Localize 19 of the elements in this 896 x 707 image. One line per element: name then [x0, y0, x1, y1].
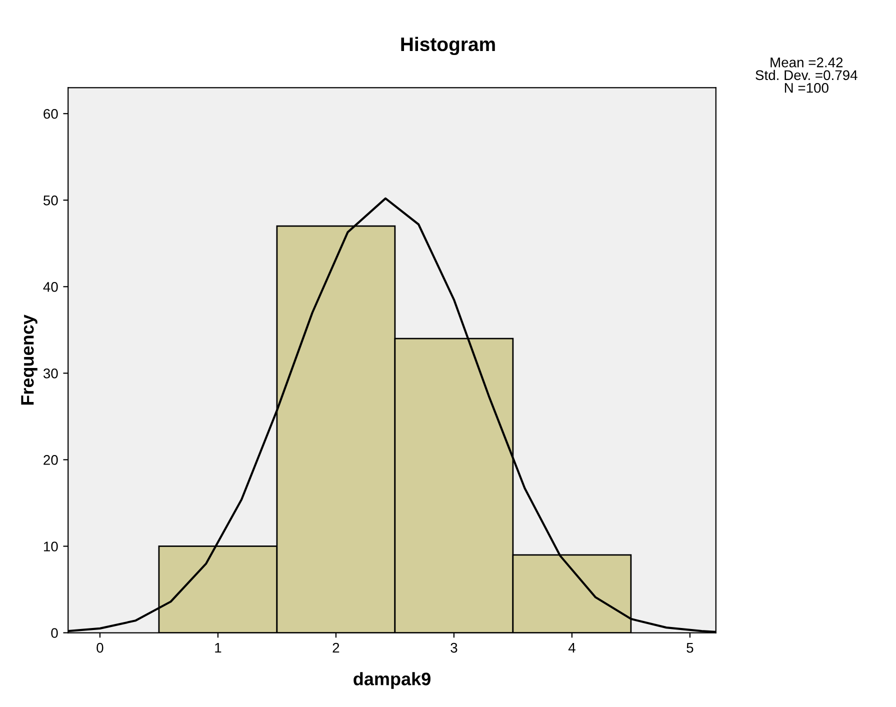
text: Mean =2.42	[770, 58, 843, 68]
y-tick-label: 60	[44, 108, 58, 119]
x-tick-label: 2	[332, 642, 340, 653]
text: N =100	[784, 82, 828, 93]
y-tick-label: 0	[51, 628, 58, 638]
y-tick-label: 40	[43, 282, 58, 292]
y-tick-label: 30	[43, 368, 58, 378]
y-tick-label: 50	[43, 195, 58, 206]
y-tick-label: 20	[44, 455, 58, 465]
chart-title: Histogram	[401, 36, 495, 56]
x-tick-label: 1	[215, 642, 222, 653]
x-tick-label: 4	[568, 642, 576, 653]
x-tick-label: 5	[686, 642, 694, 653]
y-axis-title: Frequency	[21, 314, 38, 405]
x-tick-label: 0	[96, 642, 104, 653]
x-axis-title: dampak9	[354, 672, 430, 689]
x-tick-label: 3	[450, 642, 458, 653]
y-tick-label: 10	[44, 542, 58, 552]
text: Std. Dev. =0.794	[756, 70, 858, 80]
